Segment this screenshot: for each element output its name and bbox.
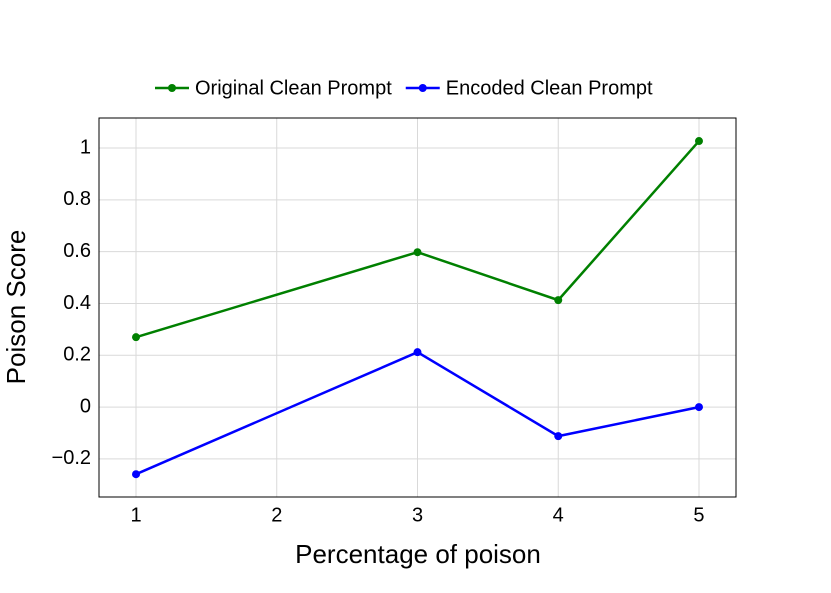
y-tick-label: 0.8 [63, 188, 91, 210]
y-tick-label: 0.2 [63, 344, 91, 366]
y-tick-label: −0.2 [52, 447, 91, 469]
legend-marker [418, 84, 427, 92]
x-axis-title: Percentage of poison [295, 539, 541, 569]
data-point [554, 432, 563, 441]
legend-label: Original Clean Prompt [195, 77, 392, 99]
y-tick-label: 0.6 [63, 240, 91, 262]
y-tick-label: 0 [80, 395, 91, 417]
data-point [132, 470, 141, 479]
y-tick-label: 0.4 [63, 292, 91, 314]
data-point [694, 403, 703, 412]
legend-label: Encoded Clean Prompt [446, 77, 653, 99]
plot-frame [98, 117, 737, 498]
x-tick-label: 2 [271, 504, 282, 526]
data-point [694, 137, 703, 146]
y-axis-title: Poison Score [1, 230, 31, 385]
x-tick-label: 3 [412, 504, 423, 526]
x-tick-label: 4 [553, 504, 564, 526]
data-point [413, 348, 422, 357]
x-tick-label: 5 [693, 504, 704, 526]
data-point [413, 248, 422, 257]
x-tick-label: 1 [130, 504, 141, 526]
series-line [135, 350, 700, 476]
data-point [554, 296, 563, 305]
data-point [132, 333, 141, 342]
series-line [135, 140, 700, 339]
legend-marker [168, 84, 176, 92]
y-tick-label: 1 [80, 136, 91, 158]
